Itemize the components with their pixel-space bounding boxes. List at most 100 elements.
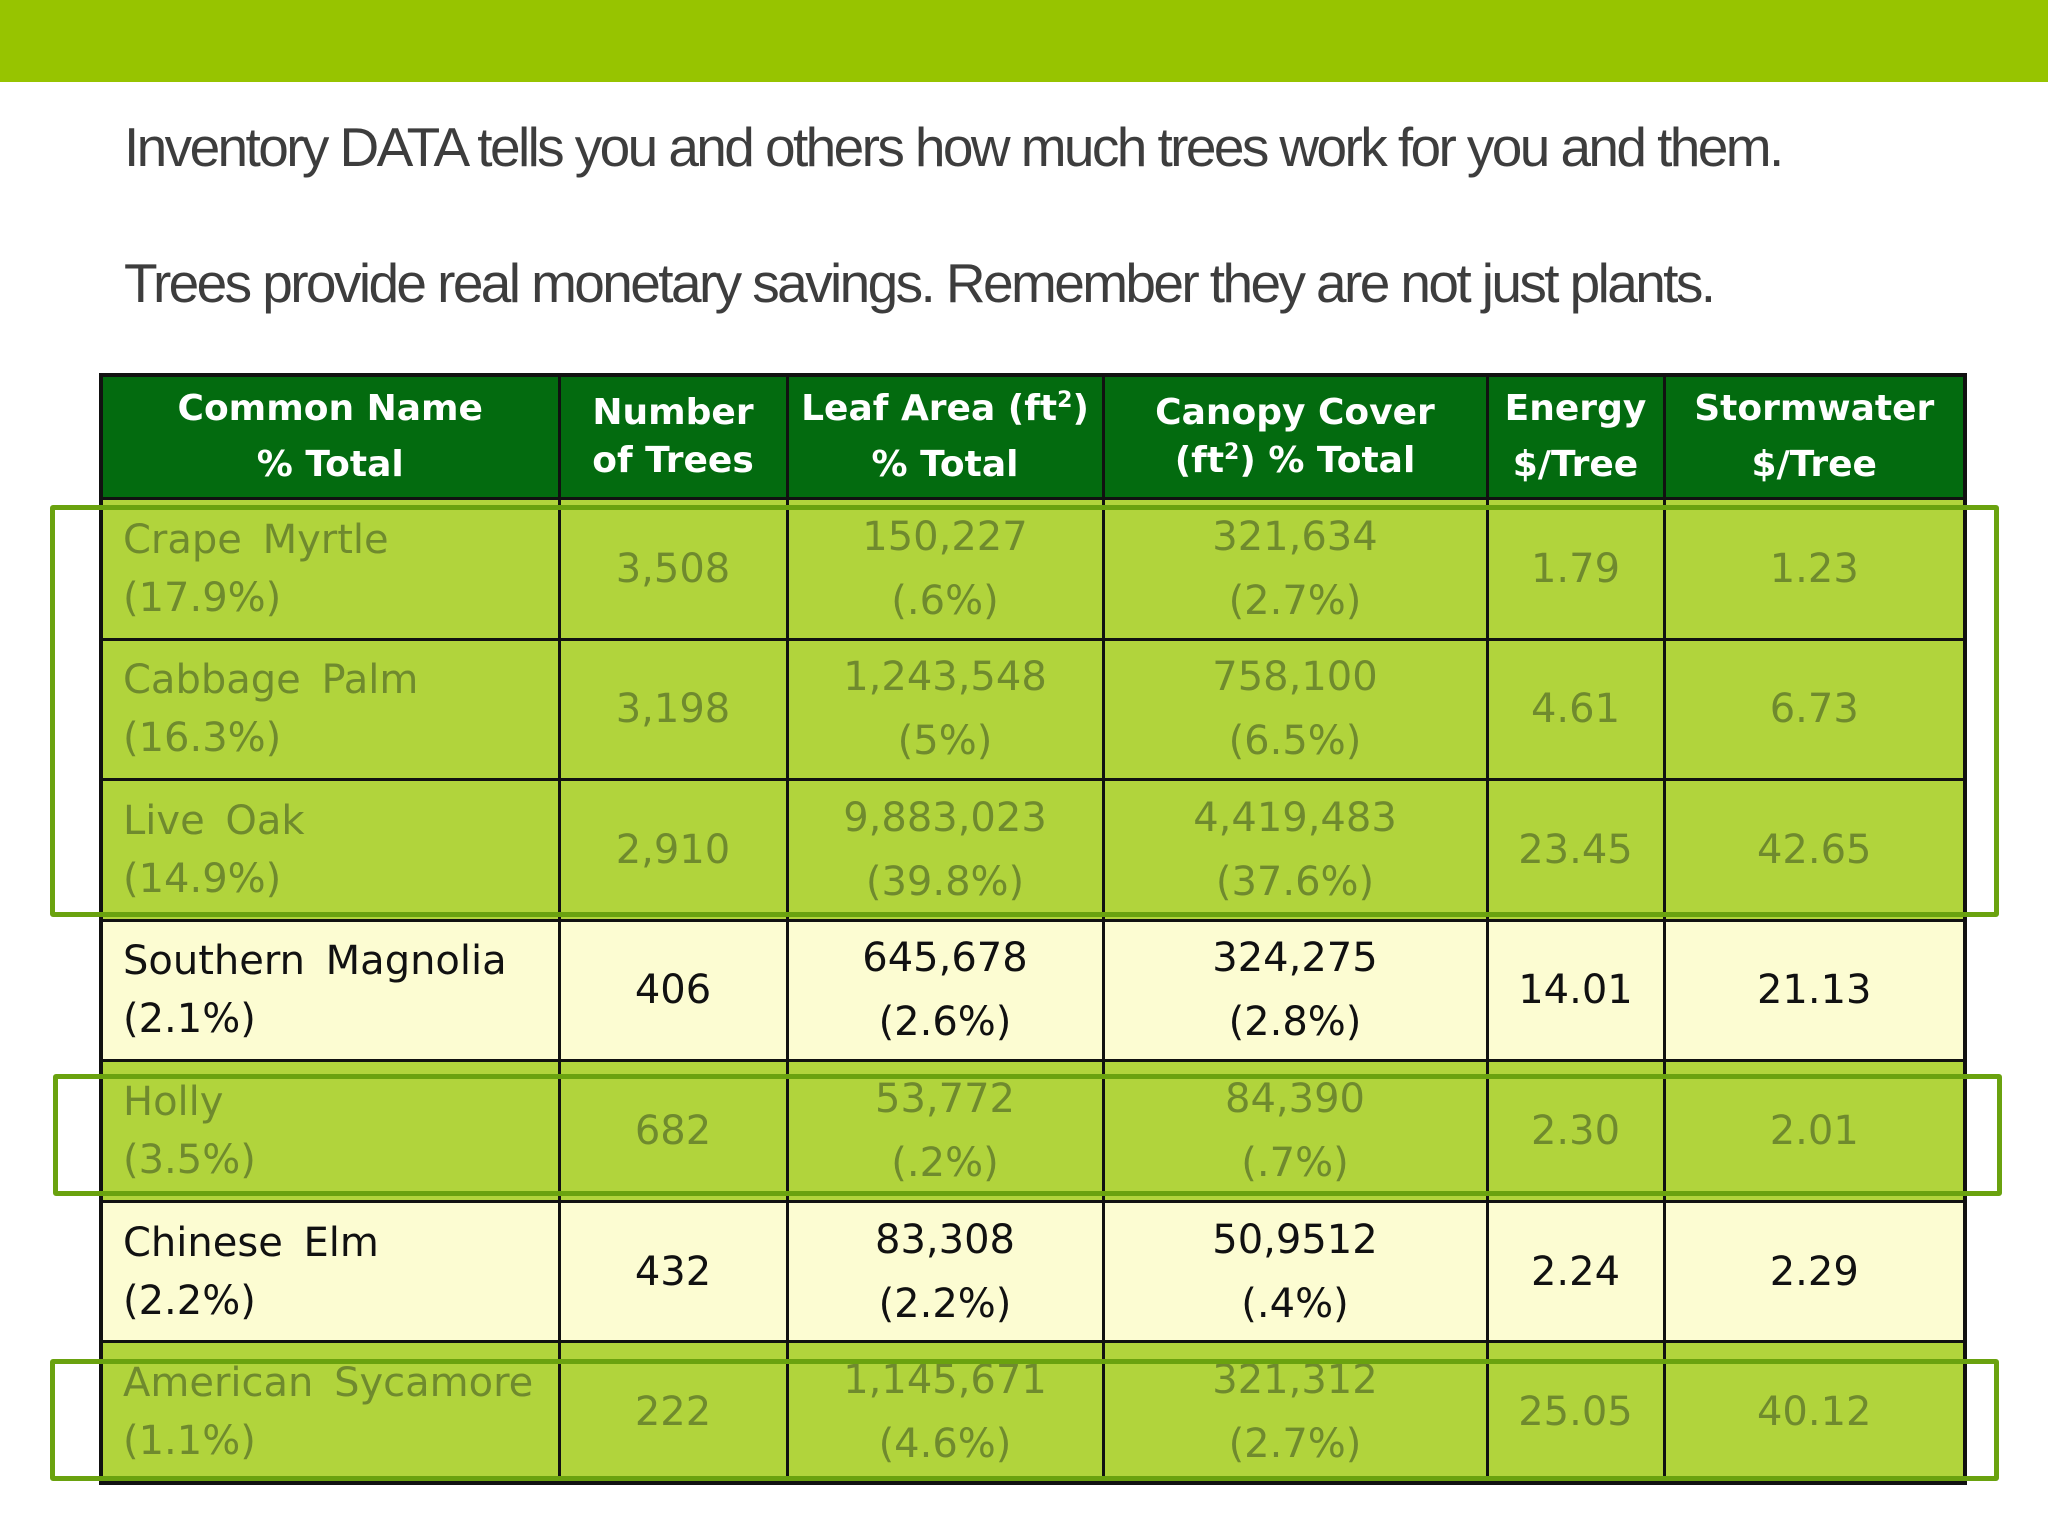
cell-canopy-cover: 50,9512 (.4%) <box>1101 1199 1489 1344</box>
species-percent: (2.1%) <box>123 996 256 1043</box>
cell-energy: 1.79 <box>1485 497 1666 641</box>
species-percent: (2.2%) <box>123 1277 256 1324</box>
cell-canopy-cover: 4,419,483 (37.6%) <box>1101 778 1489 922</box>
cell-energy: 25.05 <box>1485 1340 1666 1485</box>
header-common-name-line2: % Total <box>256 444 404 485</box>
header-leaf-line1-end: ) <box>1072 388 1089 429</box>
cell-common-name: Live Oak (14.9%) <box>99 778 561 922</box>
cell-stormwater: 2.01 <box>1662 1059 1967 1203</box>
leaf-area-percent: (39.8%) <box>865 858 1025 905</box>
leaf-area-value: 53,772 <box>875 1076 1015 1123</box>
header-canopy-line1: Canopy Cover <box>1155 392 1435 433</box>
species-name: Crape Myrtle <box>123 516 389 563</box>
species-percent: (17.9%) <box>123 574 282 621</box>
species-percent: (16.3%) <box>123 715 282 762</box>
canopy-value: 50,9512 <box>1212 1216 1378 1263</box>
cell-leaf-area: 83,308 (2.2%) <box>785 1199 1105 1344</box>
species-percent: (1.1%) <box>123 1418 256 1465</box>
leaf-area-value: 9,883,023 <box>843 794 1047 841</box>
cell-canopy-cover: 321,634 (2.7%) <box>1101 497 1489 641</box>
cell-energy: 14.01 <box>1485 918 1666 1063</box>
leaf-area-percent: (4.6%) <box>878 1421 1012 1468</box>
cell-energy: 2.24 <box>1485 1199 1666 1344</box>
header-number-line1: Number <box>592 392 754 433</box>
header-leaf-superscript: 2 <box>1057 388 1073 413</box>
table-row: Holly (3.5%) 682 53,772 (.2%) 84,390 (.7%) … <box>99 1059 1967 1203</box>
header-common-name-line1: Common Name <box>177 388 483 429</box>
slide-text-line-2: Trees provide real monetary savings. Rem… <box>124 252 1716 314</box>
cell-number: 3,508 <box>557 497 789 641</box>
canopy-percent: (6.5%) <box>1228 718 1362 765</box>
leaf-area-value: 1,243,548 <box>843 654 1047 701</box>
leaf-area-percent: (2.2%) <box>878 1280 1012 1327</box>
header-stormwater: Stormwater $/Tree <box>1662 373 1967 500</box>
canopy-percent: (.7%) <box>1241 1140 1349 1187</box>
species-percent: (3.5%) <box>123 1137 256 1184</box>
header-number-line2: of Trees <box>592 440 754 481</box>
cell-energy: 4.61 <box>1485 637 1666 782</box>
header-energy-line2: $/Tree <box>1512 444 1639 485</box>
cell-leaf-area: 1,145,671 (4.6%) <box>785 1340 1105 1485</box>
header-canopy-line2-start: (ft <box>1174 440 1225 481</box>
leaf-area-value: 83,308 <box>875 1216 1015 1263</box>
header-canopy-cover: Canopy Cover (ft2) % Total <box>1101 373 1489 500</box>
cell-energy: 2.30 <box>1485 1059 1666 1203</box>
leaf-area-value: 150,227 <box>862 513 1028 560</box>
tree-inventory-table: Common Name % Total Number of Trees Leaf… <box>99 373 1967 1485</box>
leaf-area-value: 1,145,671 <box>843 1357 1047 1404</box>
canopy-value: 321,312 <box>1212 1357 1378 1404</box>
cell-canopy-cover: 321,312 (2.7%) <box>1101 1340 1489 1485</box>
canopy-percent: (2.8%) <box>1228 999 1362 1046</box>
cell-leaf-area: 645,678 (2.6%) <box>785 918 1105 1063</box>
header-energy-line1: Energy <box>1504 388 1647 429</box>
species-name: American Sycamore <box>123 1360 534 1407</box>
header-leaf-line1: Leaf Area (ft <box>801 388 1058 429</box>
canopy-percent: (.4%) <box>1241 1280 1349 1327</box>
cell-energy: 23.45 <box>1485 778 1666 922</box>
slide-text-line-1: Inventory DATA tells you and others how … <box>124 116 1784 178</box>
cell-common-name: Crape Myrtle (17.9%) <box>99 497 561 641</box>
header-leaf-area: Leaf Area (ft2) % Total <box>785 373 1105 500</box>
cell-number: 406 <box>557 918 789 1063</box>
cell-leaf-area: 9,883,023 (39.8%) <box>785 778 1105 922</box>
cell-stormwater: 2.29 <box>1662 1199 1967 1344</box>
cell-common-name: Chinese Elm (2.2%) <box>99 1199 561 1344</box>
leaf-area-percent: (2.6%) <box>878 999 1012 1046</box>
leaf-area-percent: (.6%) <box>891 577 999 624</box>
header-canopy-superscript: 2 <box>1224 440 1240 465</box>
cell-number: 2,910 <box>557 778 789 922</box>
header-energy: Energy $/Tree <box>1485 373 1666 500</box>
table-row: Chinese Elm (2.2%) 432 83,308 (2.2%) 50,95… <box>99 1199 1967 1344</box>
cell-canopy-cover: 758,100 (6.5%) <box>1101 637 1489 782</box>
cell-number: 432 <box>557 1199 789 1344</box>
cell-canopy-cover: 324,275 (2.8%) <box>1101 918 1489 1063</box>
header-stormwater-line2: $/Tree <box>1751 444 1877 485</box>
cell-common-name: Holly (3.5%) <box>99 1059 561 1203</box>
header-canopy-line2-end: ) % Total <box>1239 440 1416 481</box>
canopy-percent: (2.7%) <box>1228 577 1362 624</box>
cell-common-name: American Sycamore (1.1%) <box>99 1340 561 1485</box>
canopy-value: 4,419,483 <box>1193 794 1397 841</box>
cell-canopy-cover: 84,390 (.7%) <box>1101 1059 1489 1203</box>
canopy-value: 84,390 <box>1225 1076 1365 1123</box>
canopy-value: 324,275 <box>1212 935 1378 982</box>
canopy-value: 321,634 <box>1212 513 1378 560</box>
table-row: Live Oak (14.9%) 2,910 9,883,023 (39.8%) 4… <box>99 778 1967 922</box>
canopy-value: 758,100 <box>1212 654 1378 701</box>
cell-leaf-area: 150,227 (.6%) <box>785 497 1105 641</box>
table-row: Cabbage Palm (16.3%) 3,198 1,243,548 (5%) … <box>99 637 1967 782</box>
header-leaf-line2: % Total <box>871 444 1019 485</box>
leaf-area-percent: (.2%) <box>891 1140 999 1187</box>
table-row: Southern Magnolia (2.1%) 406 645,678 (2.6%… <box>99 918 1967 1063</box>
species-name: Live Oak <box>123 797 305 844</box>
cell-number: 3,198 <box>557 637 789 782</box>
table-row: Crape Myrtle (17.9%) 3,508 150,227 (.6%) 3… <box>99 497 1967 641</box>
cell-stormwater: 6.73 <box>1662 637 1967 782</box>
header-number-of-trees: Number of Trees <box>557 373 789 500</box>
table-header-row: Common Name % Total Number of Trees Leaf… <box>99 373 1967 500</box>
species-name: Holly <box>123 1079 224 1126</box>
cell-stormwater: 42.65 <box>1662 778 1967 922</box>
leaf-area-value: 645,678 <box>862 935 1028 982</box>
cell-number: 682 <box>557 1059 789 1203</box>
species-percent: (14.9%) <box>123 855 282 902</box>
